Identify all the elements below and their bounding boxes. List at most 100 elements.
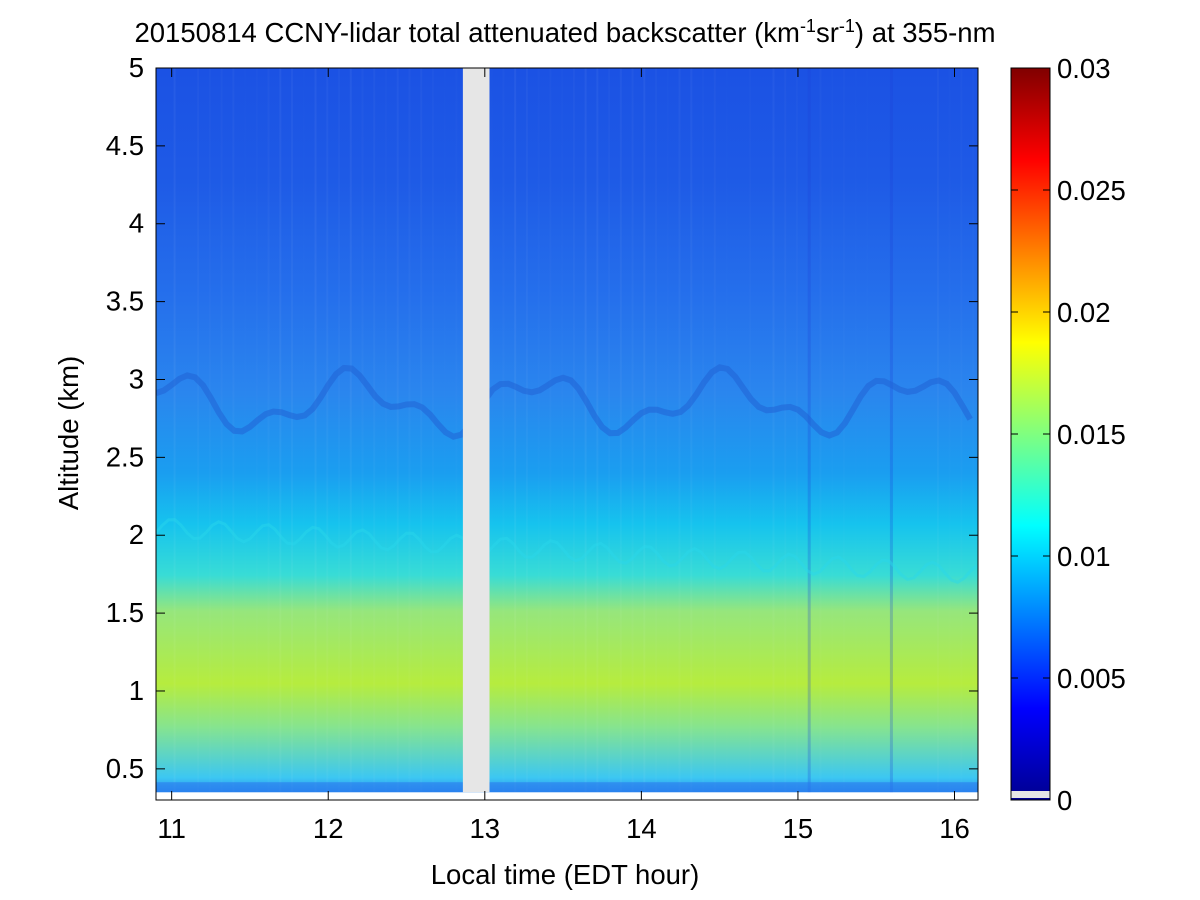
streak	[185, 68, 187, 792]
streak	[749, 68, 751, 792]
streak	[279, 68, 282, 793]
y-tick-label: 0.5	[106, 753, 144, 784]
colorbar-tick-label: 0.02	[1057, 297, 1111, 328]
x-tick-label: 11	[157, 813, 186, 844]
y-tick-label: 5	[129, 52, 144, 83]
streak	[502, 68, 504, 792]
colorbar-tick-label: 0.005	[1057, 663, 1126, 694]
x-tick-label: 14	[626, 813, 657, 844]
streak	[549, 68, 551, 792]
streak	[338, 68, 340, 792]
streak	[643, 68, 646, 793]
streak	[584, 68, 587, 793]
y-axis-ticks: 0.5 1 1.5 2 2.5 3 3.5 4 4.5 5	[106, 52, 978, 784]
streak	[291, 68, 294, 793]
streak	[866, 68, 868, 792]
streak	[831, 68, 833, 792]
y-tick-label: 4	[129, 208, 144, 239]
streak	[268, 68, 270, 792]
streak	[349, 68, 352, 793]
backscatter-heatmap	[156, 68, 978, 793]
y-axis-label: Altitude (km)	[53, 356, 84, 510]
streak	[655, 68, 657, 792]
streak	[455, 68, 457, 792]
chart-title: 20150814 CCNY-lidar total attenuated bac…	[134, 16, 995, 48]
streak	[714, 68, 716, 792]
streak	[902, 68, 904, 792]
streak	[949, 68, 951, 792]
colorbar-ticks: 0 0.005 0.01 0.015 0.02 0.025 0.03	[1011, 53, 1126, 816]
x-tick-label: 13	[470, 813, 501, 844]
streak	[913, 68, 915, 792]
y-tick-label: 1.5	[106, 597, 144, 628]
streak	[326, 68, 329, 793]
streak	[843, 68, 845, 792]
x-tick-label: 12	[313, 813, 344, 844]
x-tick-label: 15	[783, 813, 814, 844]
streak	[303, 68, 305, 792]
streak	[807, 68, 811, 793]
streak	[878, 68, 880, 792]
time-streaks	[173, 68, 974, 793]
colorbar: 0 0.005 0.01 0.015 0.02 0.025 0.03	[1010, 53, 1126, 816]
streak	[679, 68, 681, 792]
colorbar-tick-label: 0.015	[1057, 419, 1126, 450]
streak	[408, 68, 410, 792]
streak	[972, 68, 974, 792]
streak	[772, 68, 775, 793]
streak	[937, 68, 939, 792]
streak	[726, 68, 728, 792]
streak	[561, 68, 563, 792]
streak	[373, 68, 375, 792]
streak	[173, 68, 176, 793]
colorbar-missing-swatch	[1011, 791, 1050, 798]
y-tick-label: 3.5	[106, 286, 144, 317]
streak	[197, 68, 199, 792]
boundary-layer-top	[156, 518, 978, 584]
streak	[690, 68, 692, 792]
colorbar-tick-label: 0.025	[1057, 175, 1126, 206]
streak	[667, 68, 669, 792]
y-tick-label: 4.5	[106, 130, 144, 161]
streak	[960, 68, 962, 792]
axes: 11 12 13 14 15 16 0.5 1 1.5 2 2.5 3 3.5 4 4.5 5	[106, 52, 979, 844]
streak	[256, 68, 258, 792]
streak	[889, 68, 893, 793]
streak	[491, 68, 493, 792]
streak	[596, 68, 599, 793]
y-tick-label: 3	[129, 363, 144, 394]
x-tick-label: 16	[939, 813, 970, 844]
streak	[314, 68, 317, 793]
x-axis-ticks: 11 12 13 14 15 16	[157, 68, 970, 844]
x-axis-label: Local time (EDT hour)	[431, 859, 699, 890]
streak	[514, 68, 517, 793]
y-tick-label: 2.5	[106, 441, 144, 472]
streak	[221, 68, 223, 792]
streak	[209, 68, 211, 792]
streak	[855, 68, 857, 792]
colorbar-tick-label: 0.03	[1057, 53, 1111, 84]
near-surface-band	[156, 782, 978, 793]
streak	[538, 68, 540, 792]
residual-layer-edge	[156, 364, 973, 440]
streak	[432, 68, 434, 792]
streak	[761, 68, 763, 792]
streak	[702, 68, 704, 792]
streak	[925, 68, 927, 792]
colorbar-tick-label: 0.01	[1057, 541, 1111, 572]
streak	[362, 68, 364, 792]
colorbar-tick-label: 0	[1057, 785, 1072, 816]
missing-data-gap	[462, 68, 490, 793]
axes-frame	[155, 67, 979, 801]
streak	[385, 68, 387, 792]
y-tick-label: 1	[129, 675, 144, 706]
streak	[632, 68, 634, 792]
streak	[397, 68, 399, 792]
streak	[796, 68, 798, 792]
streak	[573, 68, 575, 792]
streak	[784, 68, 786, 792]
y-tick-label: 2	[129, 519, 144, 550]
streak	[737, 68, 739, 792]
streak	[420, 68, 422, 792]
